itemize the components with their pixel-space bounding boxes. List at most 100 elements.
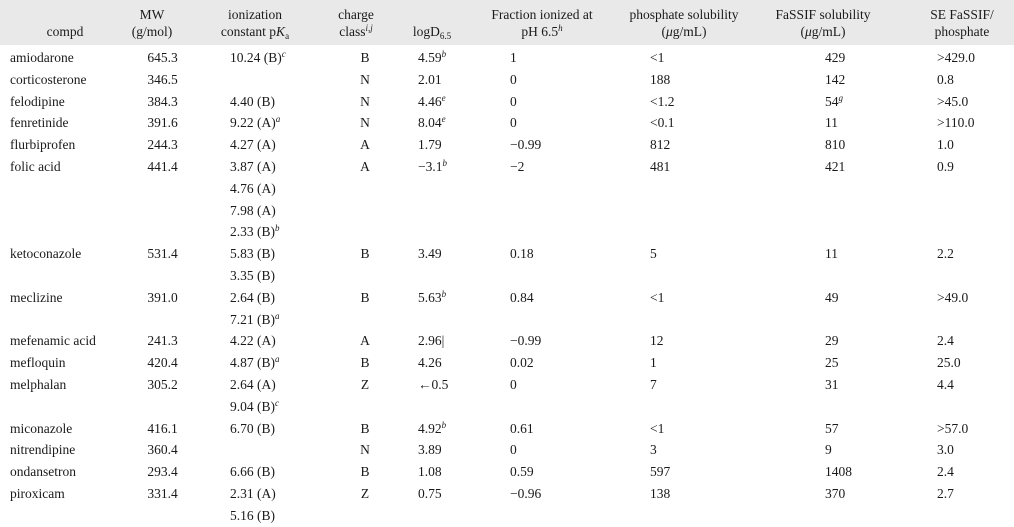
logd-footnote: b	[442, 157, 448, 168]
fraction-ionized: 0.02	[510, 355, 534, 371]
pka-value: 2.31 (A)	[230, 483, 335, 505]
fassif-cell: 25	[760, 352, 910, 374]
table-row: folic acid 441.4 3.87 (A) 4.76 (A) 7.98 (A) 2…	[0, 156, 1014, 243]
header-pka-line2: constant p	[220, 24, 277, 39]
fassif-cell: 429	[760, 47, 910, 69]
molecular-weight: 331.4	[147, 485, 178, 501]
molecular-weight: 391.0	[147, 289, 178, 305]
pka-value: 4.87 (B)	[230, 355, 275, 371]
pka-cell: 2.31 (A) 5.16 (B)	[200, 483, 335, 527]
header-compd-text: compd	[46, 24, 84, 39]
pka-footnote: a	[275, 354, 280, 365]
pka-footnote: c	[275, 397, 279, 408]
header-mw-line1: MW	[139, 7, 165, 22]
molecular-weight: 645.3	[147, 50, 178, 65]
fassif-cell: 1408	[760, 461, 910, 483]
header-logd-text: logD	[412, 24, 440, 39]
phosphate-solubility: <1	[650, 289, 665, 305]
table-row: corticosterone 346.5 N 2.01 0 188 142 0.8	[0, 69, 1014, 91]
header-charge: charge classi,j	[338, 6, 374, 40]
fassif-cell: 11	[760, 112, 910, 134]
pka-footnote: b	[275, 223, 280, 234]
logd-value: ←0.5	[418, 376, 449, 392]
logd-cell: 2.96|	[395, 330, 480, 352]
logd-cell: 4.92b	[395, 418, 480, 440]
pka-value: 5.83 (B)	[230, 243, 335, 265]
charge-class: B	[360, 246, 370, 262]
logd-value: 2.96|	[418, 333, 445, 349]
logd-value: 2.01	[418, 71, 442, 87]
molecular-weight: 420.4	[147, 355, 178, 371]
pka-value: 6.66 (B)	[230, 464, 275, 480]
logd-cell: 8.04e	[395, 112, 480, 134]
compound-name: felodipine	[10, 93, 65, 109]
fassif-value: 370	[825, 485, 846, 501]
fraction-ionized: −0.99	[510, 137, 542, 153]
header-logd: logD6.5	[412, 23, 451, 41]
fassif-cell: 54g	[760, 91, 910, 113]
fassif-cell: 370	[760, 483, 910, 527]
compound-name: mefenamic acid	[10, 333, 96, 349]
pka-footnote: c	[281, 49, 286, 59]
data-table: amiodarone 645.3 10.24 (B)c B 4.59b 1 <1 429 >42…	[0, 47, 1014, 527]
header-fraction-line2: pH 6.5	[521, 24, 559, 39]
molecular-weight: 346.5	[147, 71, 178, 87]
fassif-cell: 810	[760, 134, 910, 156]
header-fraction-line1: Fraction ionized at	[491, 7, 593, 22]
phosphate-solubility: 3	[650, 442, 657, 458]
header-pka: ionization constant pKa	[220, 6, 289, 41]
logd-footnote: e	[441, 114, 446, 125]
logd-value: 4.26	[418, 355, 442, 371]
header-compd: compd	[47, 23, 84, 40]
table-row: meclizine 391.0 2.64 (B) 7.21 (B)a B 5.63b 0.8…	[0, 287, 1014, 331]
pka-cell	[200, 69, 335, 91]
pka-value: 5.16 (B)	[230, 507, 275, 523]
header-fassif-line1: FaSSIF solubility	[775, 7, 871, 22]
fassif-cell: 31	[760, 374, 910, 418]
pka-value: 3.87 (A)	[230, 156, 335, 178]
phosphate-solubility: 597	[650, 464, 671, 480]
pka-value: 4.76 (A)	[230, 180, 276, 196]
header-pka-k: K	[276, 24, 286, 39]
fraction-ionized: 0	[510, 442, 517, 458]
table-row: mefenamic acid 241.3 4.22 (A) A 2.96| −0.99 12…	[0, 330, 1014, 352]
pka-value: 9.22 (A)	[230, 115, 276, 131]
phosphate-solubility: 188	[650, 71, 671, 87]
header-fraction-sup: h	[558, 23, 563, 33]
se-ratio: >110.0	[937, 115, 975, 131]
compound-name: piroxicam	[10, 485, 65, 501]
table-row: mefloquin 420.4 4.87 (B)a B 4.26 0.02 1 25 25.0	[0, 352, 1014, 374]
pka-cell: 6.66 (B)	[200, 461, 335, 483]
compound-name: corticosterone	[10, 71, 87, 87]
pka-cell: 5.83 (B) 3.35 (B)	[200, 243, 335, 287]
fraction-ionized: −2	[510, 158, 525, 174]
pka-footnote: a	[275, 310, 280, 321]
fassif-value: 11	[825, 115, 838, 131]
header-se-line1: SE FaSSIF/	[930, 7, 994, 22]
logd-value: 4.59	[418, 50, 442, 65]
logd-cell: 3.89	[395, 439, 480, 461]
se-ratio: 2.4	[937, 333, 954, 349]
header-se-line2: phosphate	[934, 24, 990, 39]
compound-name: meclizine	[10, 289, 63, 305]
pka-value: 10.24 (B)	[230, 50, 282, 65]
fassif-value: 31	[825, 376, 839, 392]
header-phosphate-line1: phosphate solubility	[629, 7, 739, 22]
compound-name: ondansetron	[10, 464, 76, 480]
pka-value: 3.87 (A)	[230, 158, 276, 174]
header-fassif-unit: g/mL)	[811, 24, 846, 39]
header-phosphate-unit: g/mL)	[672, 24, 707, 39]
charge-class: A	[360, 137, 370, 153]
molecular-weight: 241.3	[147, 333, 178, 349]
molecular-weight: 244.3	[147, 137, 178, 153]
pka-cell: 9.22 (A)a	[200, 112, 335, 134]
table-row: fenretinide 391.6 9.22 (A)a N 8.04e 0 <0.1 11 >1…	[0, 112, 1014, 134]
se-ratio: >57.0	[937, 420, 969, 436]
compound-name: flurbiprofen	[10, 137, 76, 153]
charge-class: N	[360, 93, 370, 109]
logd-value: 0.75	[418, 485, 442, 501]
logd-footnote: b	[441, 49, 447, 59]
header-fassif: FaSSIF solubility (μg/mL)	[775, 7, 871, 39]
pka-value: 5.83 (B)	[230, 246, 275, 262]
molecular-weight: 416.1	[147, 420, 178, 436]
